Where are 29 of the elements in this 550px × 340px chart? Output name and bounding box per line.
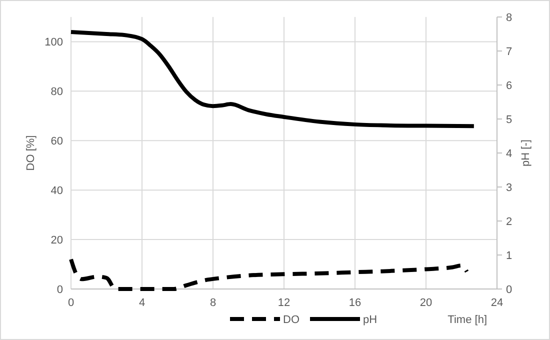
y2-tick-label: 2 — [506, 216, 512, 228]
line-series — [69, 30, 476, 128]
x-tick-label: 8 — [210, 297, 216, 309]
line-series — [69, 257, 469, 291]
y-tick-label: 60 — [50, 136, 63, 148]
y2-axis-title: pH [-] — [520, 140, 532, 166]
y2-tick-label: 6 — [506, 80, 512, 92]
y-tick-label: 0 — [56, 284, 63, 296]
y2-tick-label: 1 — [506, 250, 512, 262]
x-tick-label: 16 — [348, 297, 362, 309]
legend-label: pH — [363, 314, 378, 326]
y-tick-label: 40 — [50, 185, 63, 198]
x-tick-label: 4 — [138, 297, 146, 309]
x-tick-label: 12 — [278, 297, 290, 309]
y2-tick-label: 8 — [506, 12, 512, 24]
y2-tick-label: 0 — [506, 284, 512, 296]
x-tick-label: 0 — [68, 297, 74, 309]
x-axis-title: Time [h] — [448, 314, 487, 326]
y-tick-label: 80 — [50, 86, 63, 98]
y2-tick-label: 3 — [506, 182, 512, 194]
y-tick-label: 100 — [44, 36, 63, 49]
y2-tick-label: 7 — [506, 46, 512, 58]
x-tick-label: 20 — [420, 297, 432, 309]
x-tick-label: 24 — [490, 297, 504, 309]
y2-tick-label: 5 — [506, 114, 512, 126]
y2-tick-label: 4 — [506, 148, 512, 160]
y-tick-label: 20 — [50, 234, 63, 247]
y-axis-title: DO [%] — [25, 135, 37, 171]
legend-label: DO — [283, 314, 300, 326]
